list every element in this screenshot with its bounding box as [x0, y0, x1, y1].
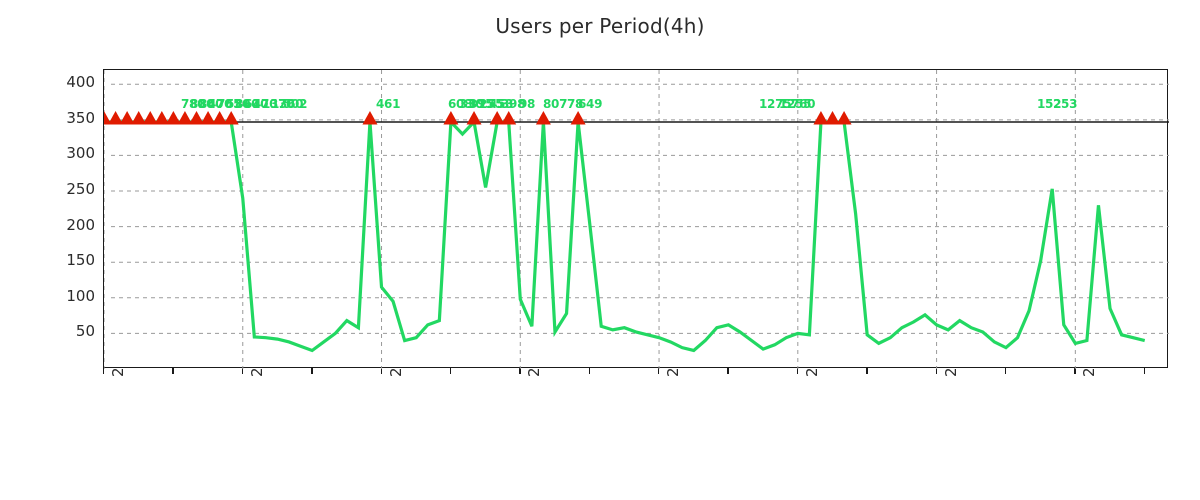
y-axis-tick-label: 150 — [66, 251, 95, 270]
series-line — [104, 118, 1146, 353]
peak-value-label: 330 — [459, 97, 484, 111]
clipped-peak-marker — [466, 110, 482, 125]
clipped-peak-marker — [570, 110, 586, 125]
peak-value-label: 1360 — [271, 97, 304, 111]
y-axis-tick-label: 400 — [66, 73, 95, 92]
peak-value-label: 780 — [181, 97, 206, 111]
peak-value-label: 807 — [543, 97, 568, 111]
x-axis-tick-mark — [241, 368, 244, 374]
clipped-peak-marker — [108, 110, 124, 125]
clipped-peak-marker — [813, 110, 829, 125]
peak-value-label: 502 — [283, 97, 308, 111]
clipped-peak-marker — [362, 110, 378, 125]
clipped-peak-marker — [212, 110, 228, 125]
clipped-peak-marker — [119, 110, 135, 125]
x-axis-tick-mark — [172, 368, 174, 374]
x-axis-tick-mark — [796, 368, 799, 374]
peak-value-label: 395 — [469, 97, 494, 111]
y-axis-tick-label: 300 — [66, 144, 95, 163]
peak-value-label: 840 — [235, 97, 260, 111]
peak-value-label: 152 — [1037, 97, 1062, 111]
chart-title: Users per Period(4h) — [495, 14, 705, 38]
x-axis-tick-mark — [103, 368, 105, 374]
x-axis-tick-mark — [658, 368, 660, 374]
x-axis-tick-mark — [588, 368, 591, 374]
peak-value-label: 1255 — [779, 97, 812, 111]
peak-value-label: 461 — [376, 97, 401, 111]
clipped-peak-marker — [189, 110, 205, 125]
clipped-peak-marker — [154, 110, 170, 125]
peak-value-label: 78 — [567, 97, 584, 111]
peak-value-label: 470 — [253, 97, 278, 111]
series-plot — [104, 70, 1169, 369]
y-axis-tick-label: 100 — [66, 286, 95, 305]
peak-value-label: 1275 — [759, 97, 792, 111]
x-axis-tick-mark — [311, 368, 313, 374]
clipped-peak-marker — [443, 110, 459, 125]
clipped-peak-marker — [200, 110, 216, 125]
peak-value-label: 453 — [489, 97, 514, 111]
x-axis-tick-mark — [380, 368, 382, 374]
clipped-peak-marker — [535, 110, 551, 125]
clipped-peak-marker — [177, 110, 193, 125]
clipped-peak-marker — [142, 110, 158, 125]
peak-value-label: 765 — [217, 97, 242, 111]
x-axis-tick-mark — [727, 368, 729, 374]
clipped-peak-marker — [501, 110, 517, 125]
y-axis-tick-label: 350 — [66, 108, 95, 127]
peak-value-label: 830 — [190, 97, 215, 111]
x-axis-tick-mark — [866, 368, 868, 374]
clipped-peak-marker — [836, 110, 852, 125]
clipped-peak-marker — [223, 110, 239, 125]
x-axis-tick-mark — [935, 368, 937, 374]
clipped-peak-marker — [104, 110, 112, 125]
clipped-peak-marker — [489, 110, 505, 125]
plot-area — [103, 69, 1169, 369]
peak-value-label: 649 — [578, 97, 603, 111]
peak-value-label: 470 — [208, 97, 233, 111]
y-axis-tick-label: 200 — [66, 215, 95, 234]
peak-value-label: 530 — [226, 97, 251, 111]
x-axis-tick-mark — [1074, 368, 1076, 374]
peak-value-label: 398 — [501, 97, 526, 111]
x-axis-tick-mark — [449, 368, 452, 374]
peak-value-label: 608 — [448, 97, 473, 111]
clipped-peak-marker — [131, 110, 147, 125]
x-axis-tick-mark — [1004, 368, 1007, 374]
clipped-peak-marker — [165, 110, 181, 125]
y-axis-tick-label: 50 — [75, 322, 95, 341]
peak-value-label: 255 — [479, 97, 504, 111]
peak-value-label: 1370 — [262, 97, 295, 111]
peak-value-label: 860 — [199, 97, 224, 111]
peak-value-label: 98 — [519, 97, 536, 111]
x-axis-tick-mark — [519, 368, 521, 374]
x-axis-tick-mark — [1143, 368, 1146, 374]
clipped-peak-marker — [825, 110, 840, 125]
y-axis-tick-label: 250 — [66, 180, 95, 199]
peak-value-label: 610 — [244, 97, 269, 111]
peak-value-label: 253 — [1053, 97, 1078, 111]
peak-value-label: 760 — [791, 97, 816, 111]
